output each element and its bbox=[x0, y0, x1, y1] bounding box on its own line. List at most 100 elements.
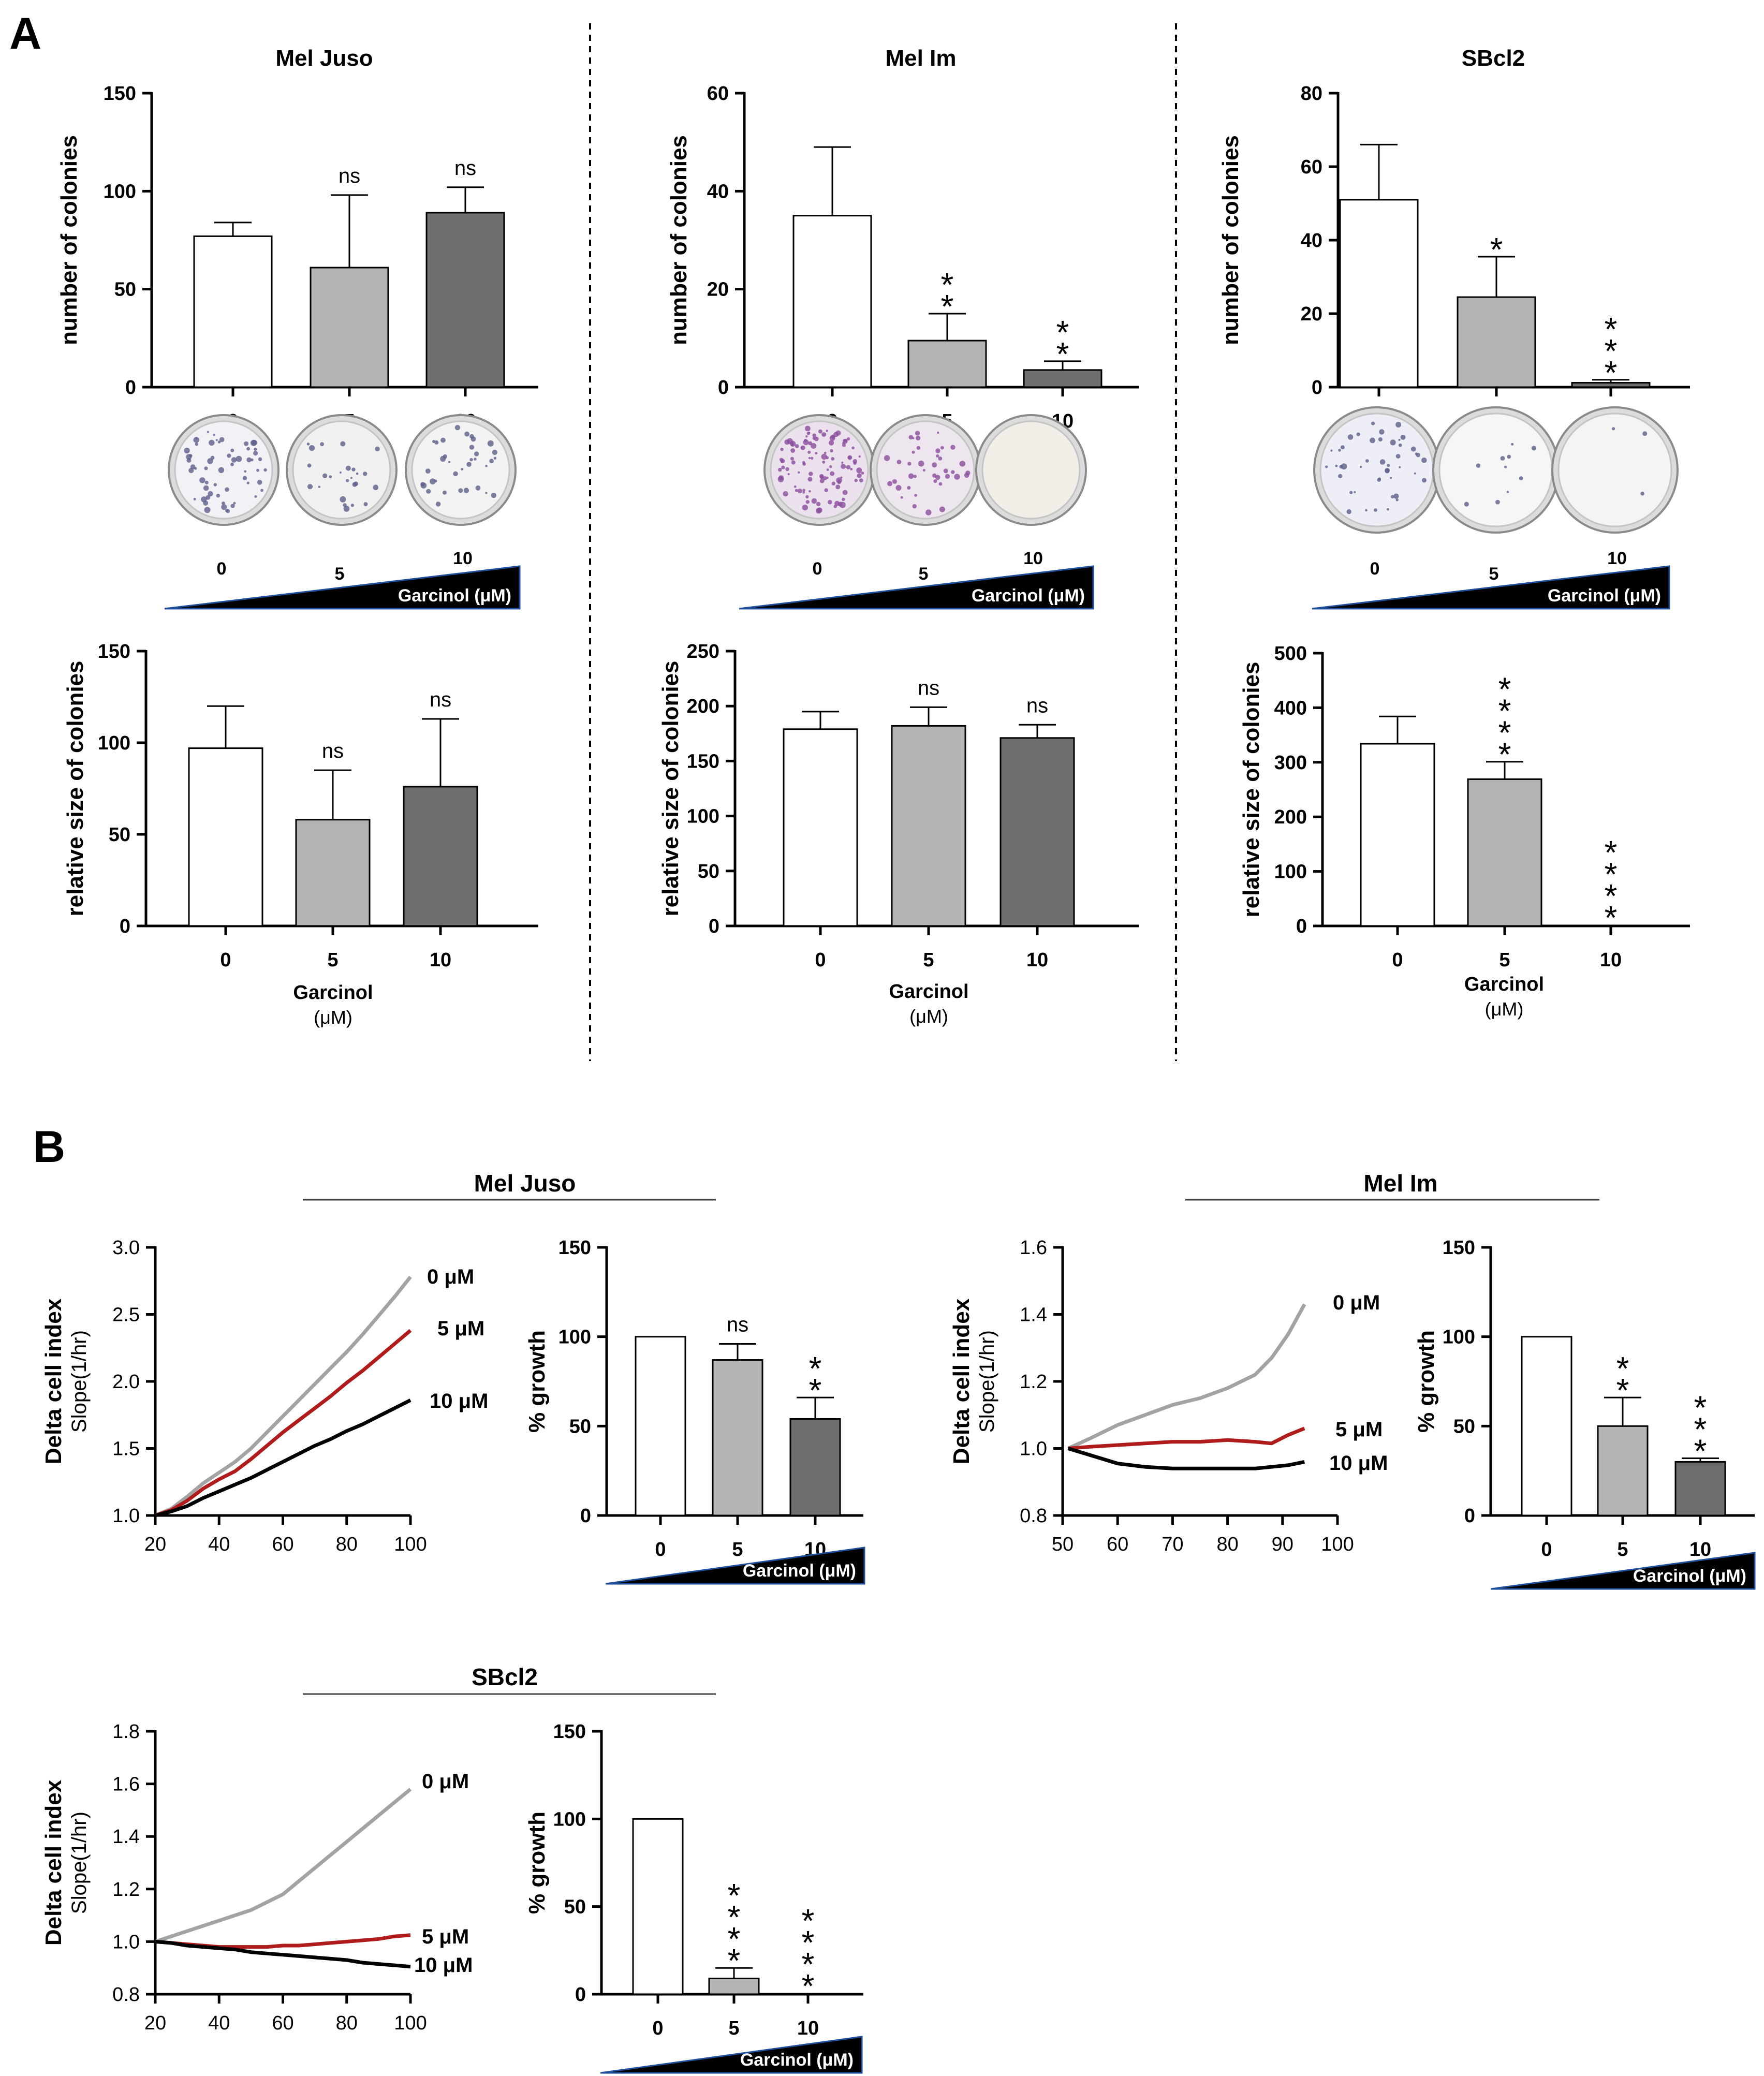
bar bbox=[712, 1359, 763, 1516]
colony bbox=[811, 457, 814, 460]
y-tick-label: 1.6 bbox=[1020, 1237, 1047, 1259]
colony bbox=[244, 470, 247, 473]
colony bbox=[346, 479, 349, 482]
significance-label: * * * bbox=[1605, 311, 1618, 391]
y-tick-label: 0 bbox=[1312, 377, 1322, 399]
significance-label: * * * bbox=[1694, 1389, 1707, 1469]
colony bbox=[1511, 443, 1514, 446]
mel-juso-dishes: 0 5 10 bbox=[168, 414, 517, 584]
series-line-5m bbox=[1068, 1426, 1305, 1450]
colony bbox=[842, 441, 845, 445]
colony bbox=[842, 497, 845, 501]
colony bbox=[933, 479, 937, 483]
bar bbox=[310, 267, 389, 388]
colony bbox=[203, 485, 209, 491]
colony bbox=[246, 481, 249, 484]
x-tick-label: 5 bbox=[923, 949, 934, 971]
y-tick-label: 200 bbox=[1274, 806, 1307, 828]
colony bbox=[1377, 478, 1381, 482]
colony bbox=[222, 501, 225, 505]
colony bbox=[783, 491, 788, 497]
colony bbox=[778, 467, 782, 472]
y-tick-label: 3.0 bbox=[112, 1237, 140, 1259]
x-tick-label: 40 bbox=[208, 2012, 230, 2034]
colony bbox=[1371, 421, 1375, 425]
y-axis-label: Delta cell index bbox=[41, 1298, 66, 1464]
y-tick-label: 40 bbox=[707, 181, 729, 202]
colony bbox=[900, 496, 903, 499]
bar bbox=[792, 215, 872, 388]
colony bbox=[940, 446, 944, 450]
y-tick-label: 0.8 bbox=[1020, 1505, 1047, 1527]
colony bbox=[1398, 438, 1401, 441]
bar bbox=[789, 1418, 841, 1516]
colony bbox=[1506, 491, 1509, 493]
colony bbox=[469, 445, 475, 450]
chart-a4: 0 50 100 150 relative size of colonies 0 5 ns 10… bbox=[63, 641, 538, 1028]
bar bbox=[907, 340, 987, 388]
wedge-label: Garcinol (μM) bbox=[743, 1561, 856, 1581]
colony bbox=[350, 504, 355, 507]
y-tick-label: 1.8 bbox=[112, 1721, 140, 1743]
colony bbox=[831, 457, 835, 461]
dish bbox=[876, 420, 975, 520]
colony bbox=[908, 473, 914, 479]
colony bbox=[231, 457, 237, 463]
bar bbox=[632, 1818, 684, 1995]
colony bbox=[1395, 422, 1402, 428]
y-tick-label: 150 bbox=[1443, 1237, 1475, 1259]
series-line-0m bbox=[154, 1788, 412, 1944]
y-tick-label: 60 bbox=[1301, 156, 1322, 178]
chart-b1: 1.0 1.5 2.0 2.5 3.0 Delta cell index Slope(1/h… bbox=[41, 1170, 576, 1555]
colony bbox=[859, 478, 863, 482]
colony bbox=[204, 466, 208, 470]
colony bbox=[857, 473, 862, 478]
colony bbox=[435, 502, 441, 507]
colony bbox=[363, 472, 368, 476]
dish-label: 0 bbox=[217, 559, 227, 579]
y-tick-label: 150 bbox=[553, 1721, 586, 1743]
series-label: 0 μM bbox=[422, 1770, 469, 1793]
colony bbox=[230, 504, 235, 508]
colony bbox=[215, 439, 218, 441]
y-axis-label: relative size of colonies bbox=[1239, 662, 1264, 918]
colony bbox=[780, 448, 784, 451]
colony bbox=[453, 471, 458, 477]
colony bbox=[861, 472, 864, 475]
colony bbox=[1365, 459, 1369, 463]
x-tick-label: 10 bbox=[797, 2018, 819, 2039]
colony bbox=[828, 440, 834, 446]
y-tick-label: 1.2 bbox=[1020, 1371, 1047, 1393]
sbcl2-dishes: 0 5 10 bbox=[1313, 406, 1679, 584]
significance-label: * * bbox=[1056, 314, 1069, 373]
colony bbox=[1642, 431, 1648, 436]
y-tick-label: 20 bbox=[1301, 303, 1322, 325]
bar bbox=[425, 212, 505, 388]
colony bbox=[350, 477, 352, 479]
y-tick-label: 1.0 bbox=[1020, 1438, 1047, 1460]
colony bbox=[1341, 463, 1347, 470]
colony bbox=[308, 445, 315, 451]
x-tick-label: 5 bbox=[732, 1539, 743, 1560]
dish bbox=[292, 420, 391, 520]
y-tick-label: 40 bbox=[1301, 230, 1322, 252]
series-line-5m bbox=[154, 1329, 412, 1518]
bar bbox=[1521, 1336, 1572, 1516]
wedge-label: Garcinol (μM) bbox=[1633, 1566, 1746, 1586]
colony bbox=[1476, 463, 1481, 468]
colony bbox=[954, 474, 960, 480]
x-tick-label: 100 bbox=[1321, 1534, 1354, 1555]
colony bbox=[485, 492, 488, 494]
chart-title: Mel Juso bbox=[275, 46, 373, 71]
colony bbox=[922, 469, 925, 472]
colony bbox=[461, 468, 464, 470]
colony bbox=[251, 458, 254, 462]
y-tick-label: 1.6 bbox=[112, 1774, 140, 1795]
colony bbox=[887, 481, 893, 487]
significance-label: ns bbox=[430, 688, 451, 711]
colony bbox=[340, 496, 346, 503]
chart-b3: 0.8 1.0 1.2 1.4 1.6 Delta cell index Slope(1/h… bbox=[949, 1170, 1438, 1555]
series-line-10m bbox=[1067, 1447, 1305, 1470]
sbcl2-growth-wedge: Garcinol (μM) bbox=[600, 2036, 863, 2074]
colony bbox=[219, 437, 225, 443]
